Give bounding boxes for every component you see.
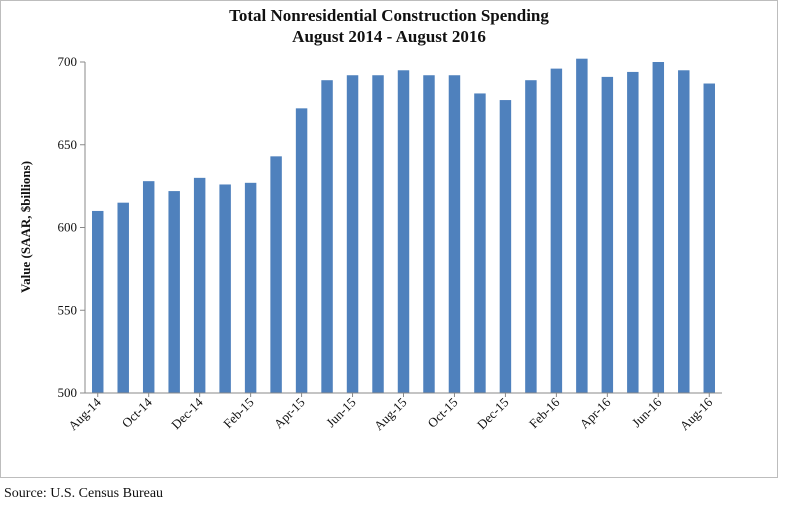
bar-Feb-16 bbox=[550, 68, 563, 394]
x-tick-label: Aug-15 bbox=[371, 395, 410, 434]
bar-Jan-15 bbox=[219, 184, 231, 393]
bar-Mar-16 bbox=[576, 58, 588, 393]
bars bbox=[92, 58, 715, 394]
x-tick-label: Feb-16 bbox=[526, 394, 563, 431]
x-axis-ticks: Aug-14 Oct-14 Dec-14 Feb-15 Apr-15 Jun-15 Aug-… bbox=[65, 393, 716, 433]
x-tick-label: Aug-16 bbox=[677, 394, 716, 433]
x-tick-label: Aug-14 bbox=[65, 394, 104, 433]
bar-Mar-15 bbox=[270, 156, 282, 393]
x-tick-label: Oct-15 bbox=[424, 395, 460, 431]
x-tick-label: Apr-16 bbox=[576, 394, 613, 431]
bar-Nov-14 bbox=[168, 191, 180, 393]
x-tick-label: Oct-14 bbox=[119, 394, 155, 430]
bar-Oct-15 bbox=[448, 75, 461, 394]
source-note: Source: U.S. Census Bureau bbox=[4, 486, 164, 501]
bar-Oct-14 bbox=[142, 181, 155, 393]
y-tick-label: 500 bbox=[58, 385, 78, 400]
bar-Feb-15 bbox=[244, 182, 257, 393]
bar-Jun-15 bbox=[346, 75, 359, 394]
y-tick-label: 550 bbox=[58, 302, 78, 317]
y-axis-ticks: 500 550 600 650 700 bbox=[58, 54, 85, 400]
bar-May-16 bbox=[627, 71, 639, 394]
y-tick-label: 700 bbox=[58, 54, 78, 69]
bar-May-15 bbox=[321, 80, 333, 393]
bar-Aug-16 bbox=[703, 83, 715, 393]
bar-Sep-15 bbox=[423, 75, 435, 394]
y-tick-label: 650 bbox=[58, 137, 78, 152]
y-tick-label: 600 bbox=[58, 220, 78, 235]
bar-Aug-14 bbox=[92, 210, 104, 393]
bar-Jan-16 bbox=[525, 80, 537, 393]
bar-Nov-15 bbox=[474, 93, 486, 393]
x-tick-label: Dec-15 bbox=[474, 395, 512, 433]
bar-Aug-15 bbox=[397, 70, 410, 394]
x-tick-label: Dec-14 bbox=[168, 394, 206, 432]
y-axis-label: Value (SAAR, $billions) bbox=[18, 161, 33, 293]
bar-Apr-15 bbox=[295, 108, 308, 393]
chart-frame bbox=[0, 0, 778, 478]
x-tick-label: Jun-15 bbox=[323, 395, 359, 431]
bar-Apr-16 bbox=[601, 76, 614, 394]
bar-Dec-14 bbox=[193, 177, 206, 393]
chart-title: Total Nonresidential Construction Spendi… bbox=[229, 6, 549, 25]
x-tick-label: Jun-16 bbox=[629, 394, 665, 430]
bar-Dec-15 bbox=[499, 100, 512, 393]
bar-Jul-15 bbox=[372, 75, 384, 394]
x-tick-label: Feb-15 bbox=[220, 395, 257, 432]
chart-subtitle: August 2014 - August 2016 bbox=[292, 27, 486, 46]
bar-Sep-14 bbox=[117, 202, 129, 393]
x-tick-label: Apr-15 bbox=[271, 395, 308, 432]
bar-Jul-16 bbox=[678, 70, 690, 394]
bar-Jun-16 bbox=[652, 62, 665, 393]
